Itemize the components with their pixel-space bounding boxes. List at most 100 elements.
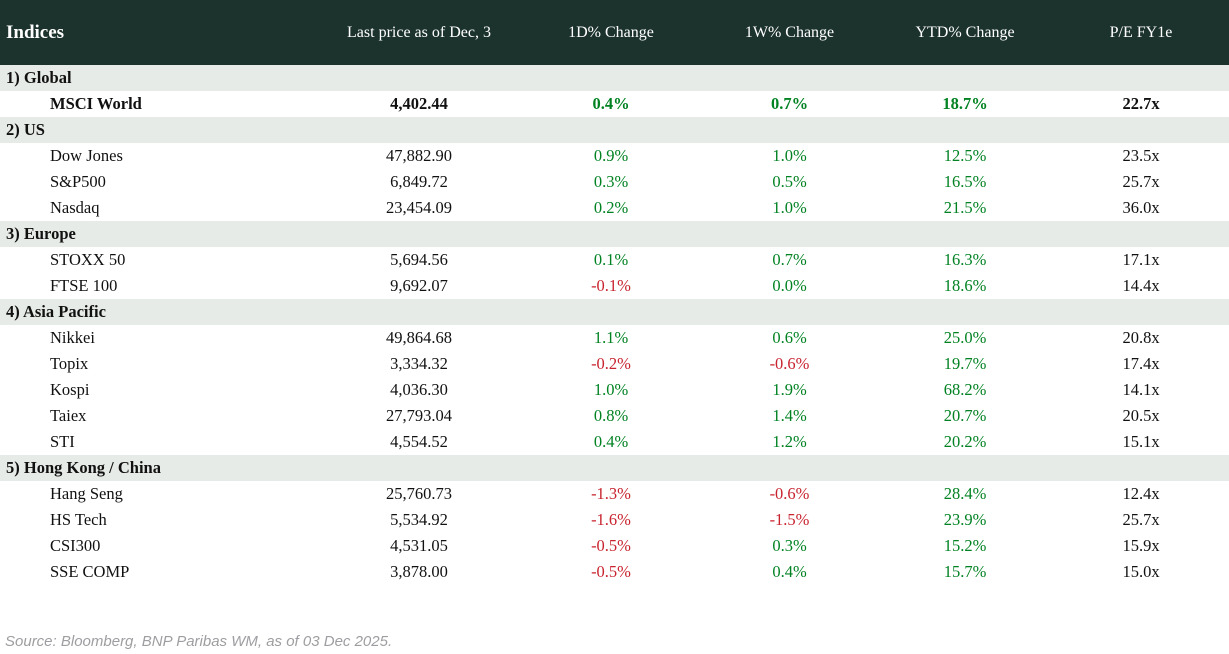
- 1d-change-value: -1.3%: [591, 484, 631, 503]
- 1d-change-value: 0.4%: [592, 94, 630, 113]
- 1d-change-value: 0.2%: [593, 198, 629, 217]
- 1w-change-value: 1.0%: [772, 146, 807, 165]
- pe-fy1e-value: 25.7x: [1122, 172, 1160, 191]
- last-price-value: 4,554.52: [390, 432, 448, 451]
- pe-fy1e-value: 25.7x: [1122, 510, 1160, 529]
- 1d-change-value: 1.1%: [593, 328, 629, 347]
- pe-fy1e-value: 14.4x: [1122, 276, 1160, 295]
- 1w-change-value: 0.6%: [772, 328, 807, 347]
- index-row: MSCI World 4,402.44 0.4% 0.7% 18.7% 22.7x: [0, 91, 1229, 117]
- last-price-value: 5,694.56: [390, 250, 448, 269]
- last-price-value: 3,334.32: [390, 354, 448, 373]
- section-row: 3) Europe: [0, 221, 1229, 247]
- 1d-change-value: 0.1%: [593, 250, 629, 269]
- index-name: STI: [50, 432, 75, 451]
- 1w-change-value: 1.2%: [772, 432, 807, 451]
- pe-fy1e-value: 15.9x: [1122, 536, 1160, 555]
- table-header-row: Indices Last price as of Dec, 3 1D% Chan…: [0, 0, 1229, 65]
- index-row: CSI300 4,531.05 -0.5% 0.3% 15.2% 15.9x: [0, 533, 1229, 559]
- section-label: 4) Asia Pacific: [6, 302, 106, 321]
- column-header-1d-change: 1D% Change: [568, 23, 654, 41]
- index-name: HS Tech: [50, 510, 107, 529]
- section-row: 2) US: [0, 117, 1229, 143]
- pe-fy1e-value: 23.5x: [1122, 146, 1160, 165]
- last-price-value: 9,692.07: [390, 276, 448, 295]
- index-row: Hang Seng 25,760.73 -1.3% -0.6% 28.4% 12.4x: [0, 481, 1229, 507]
- pe-fy1e-value: 22.7x: [1122, 94, 1160, 113]
- 1w-change-value: 0.0%: [772, 276, 807, 295]
- 1d-change-value: 0.9%: [593, 146, 629, 165]
- section-row: 4) Asia Pacific: [0, 299, 1229, 325]
- 1d-change-value: 0.8%: [593, 406, 629, 425]
- last-price-value: 4,531.05: [390, 536, 448, 555]
- index-name: Hang Seng: [50, 484, 123, 503]
- indices-table: Indices Last price as of Dec, 3 1D% Chan…: [0, 0, 1229, 585]
- 1d-change-value: -1.6%: [591, 510, 631, 529]
- indices-table-body: 1) Global MSCI World 4,402.44 0.4% 0.7% 18.7%…: [0, 65, 1229, 585]
- last-price-value: 3,878.00: [390, 562, 448, 581]
- 1w-change-value: 1.9%: [772, 380, 807, 399]
- pe-fy1e-value: 12.4x: [1122, 484, 1160, 503]
- 1d-change-value: -0.5%: [591, 562, 631, 581]
- index-name: Taiex: [50, 406, 87, 425]
- 1w-change-value: -1.5%: [769, 510, 810, 529]
- 1d-change-value: -0.2%: [591, 354, 631, 373]
- index-name: Dow Jones: [50, 146, 123, 165]
- index-row: Nasdaq 23,454.09 0.2% 1.0% 21.5% 36.0x: [0, 195, 1229, 221]
- last-price-value: 4,036.30: [390, 380, 448, 399]
- ytd-change-value: 18.7%: [942, 94, 988, 113]
- ytd-change-value: 15.2%: [943, 536, 987, 555]
- ytd-change-value: 28.4%: [943, 484, 987, 503]
- index-name: SSE COMP: [50, 562, 130, 581]
- section-label: 2) US: [6, 120, 45, 139]
- pe-fy1e-value: 15.0x: [1122, 562, 1160, 581]
- ytd-change-value: 16.5%: [943, 172, 987, 191]
- 1w-change-value: 0.7%: [770, 94, 809, 113]
- section-label: 3) Europe: [6, 224, 76, 243]
- source-note: Source: Bloomberg, BNP Paribas WM, as of…: [5, 633, 393, 650]
- index-row: Dow Jones 47,882.90 0.9% 1.0% 12.5% 23.5x: [0, 143, 1229, 169]
- section-row: 1) Global: [0, 65, 1229, 91]
- section-row: 5) Hong Kong / China: [0, 455, 1229, 481]
- index-row: SSE COMP 3,878.00 -0.5% 0.4% 15.7% 15.0x: [0, 559, 1229, 585]
- ytd-change-value: 19.7%: [943, 354, 987, 373]
- 1d-change-value: 0.3%: [593, 172, 629, 191]
- index-row: Nikkei 49,864.68 1.1% 0.6% 25.0% 20.8x: [0, 325, 1229, 351]
- index-row: STOXX 50 5,694.56 0.1% 0.7% 16.3% 17.1x: [0, 247, 1229, 273]
- table-title: Indices: [6, 21, 65, 43]
- pe-fy1e-value: 17.1x: [1122, 250, 1160, 269]
- last-price-value: 47,882.90: [386, 146, 452, 165]
- ytd-change-value: 21.5%: [943, 198, 987, 217]
- index-name: STOXX 50: [50, 250, 126, 269]
- section-label: 1) Global: [6, 68, 72, 87]
- ytd-change-value: 15.7%: [943, 562, 987, 581]
- last-price-value: 6,849.72: [390, 172, 448, 191]
- column-header-1w-change: 1W% Change: [744, 23, 835, 41]
- pe-fy1e-value: 14.1x: [1122, 380, 1160, 399]
- column-header-ytd-change: YTD% Change: [915, 23, 1015, 41]
- column-header-last-price: Last price as of Dec, 3: [347, 23, 491, 41]
- ytd-change-value: 16.3%: [943, 250, 987, 269]
- index-row: Kospi 4,036.30 1.0% 1.9% 68.2% 14.1x: [0, 377, 1229, 403]
- section-label: 5) Hong Kong / China: [6, 458, 161, 477]
- 1d-change-value: 0.4%: [593, 432, 629, 451]
- 1w-change-value: 1.0%: [772, 198, 807, 217]
- ytd-change-value: 25.0%: [943, 328, 987, 347]
- 1w-change-value: 0.4%: [772, 562, 807, 581]
- 1w-change-value: 0.7%: [772, 250, 807, 269]
- 1w-change-value: 0.5%: [772, 172, 807, 191]
- column-header-pe-fy1e: P/E FY1e: [1109, 23, 1173, 41]
- index-row: FTSE 100 9,692.07 -0.1% 0.0% 18.6% 14.4x: [0, 273, 1229, 299]
- 1w-change-value: 0.3%: [772, 536, 807, 555]
- pe-fy1e-value: 20.5x: [1122, 406, 1160, 425]
- ytd-change-value: 20.2%: [943, 432, 987, 451]
- last-price-value: 25,760.73: [386, 484, 452, 503]
- ytd-change-value: 18.6%: [943, 276, 987, 295]
- index-row: S&P500 6,849.72 0.3% 0.5% 16.5% 25.7x: [0, 169, 1229, 195]
- index-row: HS Tech 5,534.92 -1.6% -1.5% 23.9% 25.7x: [0, 507, 1229, 533]
- 1w-change-value: -0.6%: [769, 354, 810, 373]
- index-name: MSCI World: [50, 94, 142, 113]
- last-price-value: 4,402.44: [390, 94, 448, 113]
- ytd-change-value: 20.7%: [943, 406, 987, 425]
- index-row: STI 4,554.52 0.4% 1.2% 20.2% 15.1x: [0, 429, 1229, 455]
